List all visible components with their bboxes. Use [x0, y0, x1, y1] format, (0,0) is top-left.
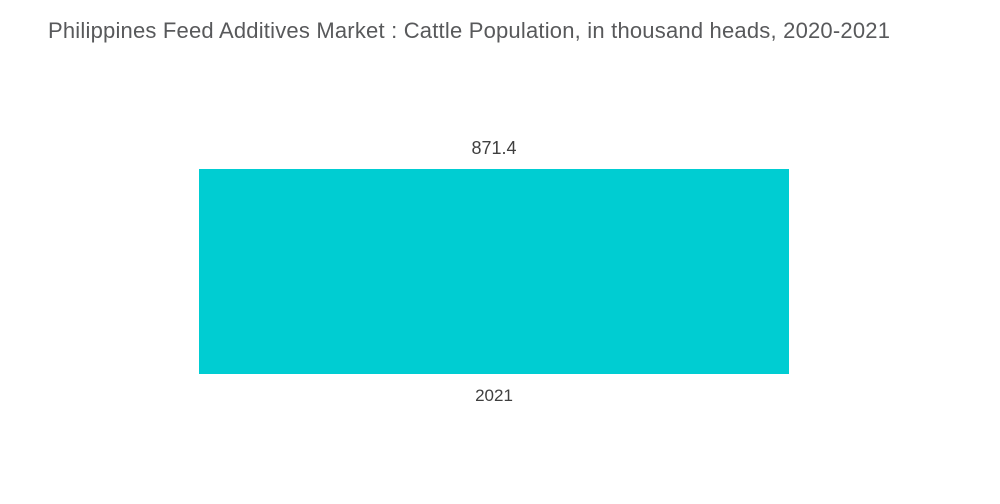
bar-2021 [199, 169, 789, 374]
chart-title: Philippines Feed Additives Market : Catt… [48, 18, 891, 43]
plot-area: 871.4 2021 [199, 138, 789, 406]
bar-value-label: 871.4 [471, 138, 517, 158]
x-axis-category-label: 2021 [475, 386, 513, 405]
